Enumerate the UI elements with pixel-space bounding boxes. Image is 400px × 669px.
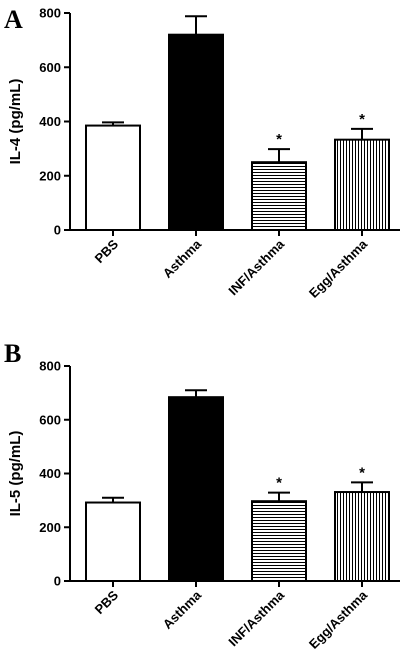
x-category-label: Egg/Asthma [306,587,371,652]
y-tick-label: 400 [39,114,61,129]
y-tick-label: 800 [39,6,61,21]
bar-pbs [85,124,141,231]
y-tick-label: 600 [39,60,61,75]
y-tick-label: 800 [39,359,61,374]
y-tick-label: 400 [39,466,61,481]
x-category-label: Egg/Asthma [306,236,371,301]
bar-egg-asthma [334,138,390,231]
y-axis-label: IL-4 (pg/mL) [7,79,24,165]
panel-a: A IL-4 (pg/mL) 0 200 400 600 800 PBS Asthma * INF/… [4,5,400,301]
x-category-label: Asthma [160,587,205,632]
panel-letter: B [4,339,21,368]
panel-letter: A [4,5,23,34]
x-category-label: INF/Asthma [225,587,287,649]
x-category-label: INF/Asthma [225,236,287,298]
significance-mark: * [359,111,365,128]
y-axis-label: IL-5 (pg/mL) [7,431,24,517]
bar-egg-asthma [334,491,390,583]
bar-pbs [85,501,141,582]
panel-b: B IL-5 (pg/mL) 0 200 400 600 800 PBS Asthma * INF/… [4,339,400,652]
y-tick-label: 600 [39,412,61,427]
x-category-label: PBS [92,236,122,266]
significance-mark: * [276,131,282,148]
y-tick-label: 200 [39,168,61,183]
bar-asthma [168,33,224,232]
significance-mark: * [359,464,365,481]
bar-inf-asthma [251,500,307,582]
y-tick-label: 0 [54,223,61,238]
bar-asthma [168,396,224,582]
x-category-label: Asthma [160,236,205,281]
y-tick-label: 0 [54,574,61,589]
y-tick-label: 200 [39,520,61,535]
significance-mark: * [276,475,282,492]
bar-inf-asthma [251,161,307,231]
x-category-label: PBS [92,587,122,617]
